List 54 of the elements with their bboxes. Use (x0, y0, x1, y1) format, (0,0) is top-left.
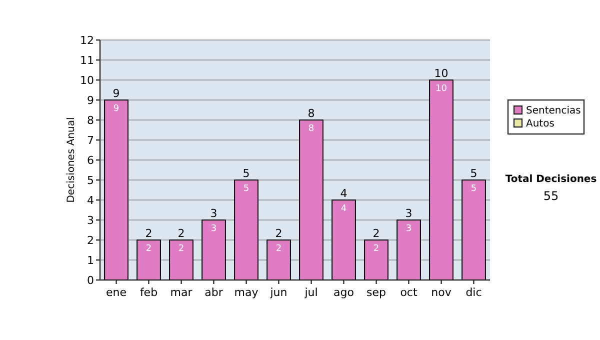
total-label: 2 (178, 227, 185, 240)
y-axis-title: Decisiones Anual (66, 117, 77, 203)
y-tick-label: 9 (87, 94, 94, 107)
total-label: 3 (405, 207, 412, 220)
data-label: 10 (436, 84, 448, 94)
data-label: 4 (340, 204, 347, 214)
x-tick-label: ene (106, 286, 127, 299)
total-label: 2 (275, 227, 282, 240)
total-label: 4 (340, 187, 348, 200)
y-tick-label: 8 (87, 114, 94, 127)
x-tick-label: mar (170, 286, 193, 299)
x-tick-label: dic (466, 286, 482, 299)
total-label: 3 (210, 207, 218, 220)
x-tick-label: feb (140, 286, 158, 299)
legend-label: Sentencias (526, 106, 581, 116)
legend-label: Autos (526, 118, 554, 130)
data-label: 2 (373, 244, 380, 254)
x-tick-label: abr (204, 286, 224, 299)
y-tick-label: 11 (80, 54, 94, 67)
data-label: 5 (470, 184, 477, 194)
x-tick-label: may (234, 286, 259, 299)
data-label: 9 (113, 104, 120, 114)
total-label: 5 (242, 167, 250, 180)
y-tick-label: 5 (87, 174, 94, 187)
x-tick-label: sep (366, 286, 386, 299)
data-label: 8 (308, 124, 314, 134)
x-tick-label: jul (304, 286, 318, 299)
data-label: 3 (210, 224, 217, 234)
total-label: 2 (145, 227, 152, 240)
y-tick-label: 3 (87, 214, 94, 227)
y-tick-label: 4 (87, 194, 94, 207)
total-label: 5 (470, 167, 478, 180)
data-label: 3 (406, 224, 412, 234)
total-label: 10 (434, 67, 448, 80)
y-tick-label: 2 (87, 234, 94, 247)
data-label: 2 (276, 244, 282, 254)
y-tick-label: 10 (80, 74, 94, 87)
total-label: 8 (308, 107, 315, 120)
text: Total Decisiones (505, 174, 597, 185)
text: 55 (543, 189, 559, 203)
x-tick-label: oct (400, 286, 418, 299)
data-label: 2 (146, 244, 152, 254)
y-tick-label: 7 (87, 134, 94, 147)
data-label: 2 (178, 244, 184, 254)
total-label: 2 (372, 227, 380, 240)
x-tick-label: ago (334, 286, 354, 299)
x-tick-label: jun (269, 286, 288, 299)
y-tick-label: 12 (80, 34, 94, 47)
data-label: 5 (243, 184, 250, 194)
total-label: 9 (112, 87, 120, 100)
y-tick-label: 0 (87, 274, 94, 287)
x-tick-label: nov (431, 286, 452, 299)
y-tick-label: 1 (87, 254, 94, 267)
y-tick-label: 6 (87, 154, 94, 167)
